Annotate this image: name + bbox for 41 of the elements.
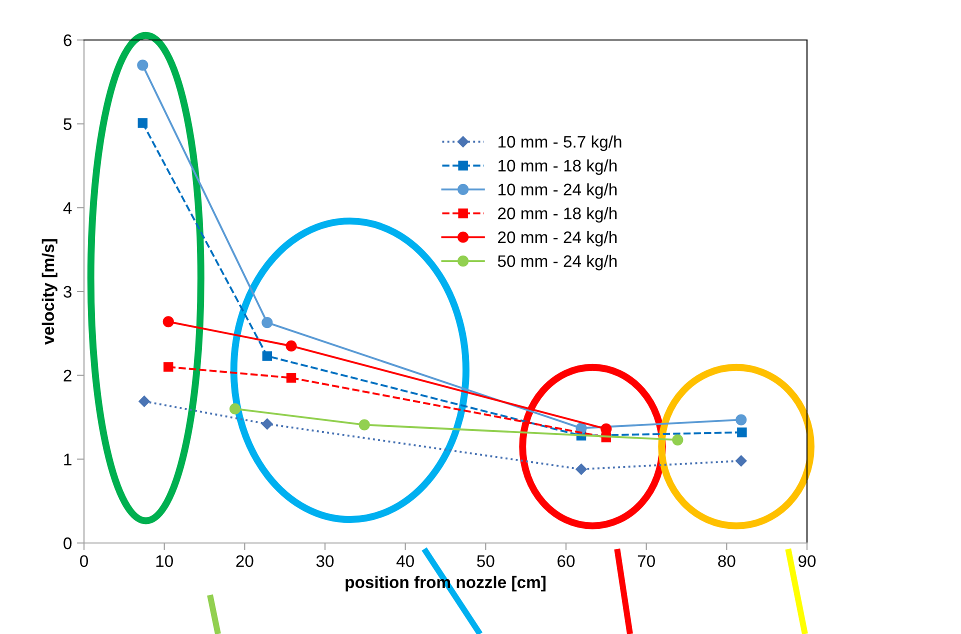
point bbox=[138, 118, 148, 128]
x-tick-label: 80 bbox=[718, 555, 736, 568]
x-tick-label: 50 bbox=[477, 555, 494, 568]
x-tick-label: 30 bbox=[316, 555, 334, 568]
y-tick-label: 0 bbox=[64, 537, 72, 550]
x-tick-label: 0 bbox=[80, 555, 88, 568]
point bbox=[286, 372, 296, 383]
y-tick-label: 2 bbox=[64, 370, 72, 382]
y-tick-label: 1 bbox=[64, 454, 72, 466]
x-tick-label: 40 bbox=[396, 555, 414, 568]
point bbox=[262, 418, 273, 430]
legend-label: 20 mm - 24 kg/h bbox=[498, 230, 617, 246]
point bbox=[262, 316, 273, 328]
point bbox=[736, 414, 747, 426]
y-tick-label: 5 bbox=[64, 118, 72, 130]
y-tick-label: 4 bbox=[63, 202, 72, 214]
point bbox=[672, 434, 684, 446]
point bbox=[576, 464, 587, 475]
x-tick-label: 90 bbox=[798, 555, 816, 568]
y-tick-label: 6 bbox=[64, 34, 72, 46]
x-tick-label: 70 bbox=[638, 555, 655, 568]
point bbox=[137, 60, 148, 71]
y-axis-title: velocity [m/s] bbox=[42, 239, 58, 345]
x-tick-label: 60 bbox=[558, 555, 575, 568]
point bbox=[286, 340, 297, 352]
point bbox=[229, 403, 241, 414]
point bbox=[737, 427, 747, 438]
x-tick-label: 20 bbox=[236, 555, 254, 568]
point bbox=[163, 362, 174, 372]
point bbox=[262, 351, 272, 361]
y-tick-label: 3 bbox=[64, 286, 72, 298]
point bbox=[138, 396, 150, 407]
legend-label: 50 mm - 24 kg/h bbox=[498, 254, 617, 270]
point bbox=[162, 316, 174, 328]
legend-label: 20 mm - 18 kg/h bbox=[498, 207, 617, 223]
point bbox=[736, 455, 747, 466]
point bbox=[358, 419, 370, 430]
legend-label: 10 mm - 18 kg/h bbox=[498, 159, 617, 175]
x-tick-label: 10 bbox=[156, 555, 173, 568]
legend-label: 10 mm - 24 kg/h bbox=[498, 183, 617, 199]
legend-label: 10 mm - 5.7 kg/h bbox=[498, 135, 622, 152]
